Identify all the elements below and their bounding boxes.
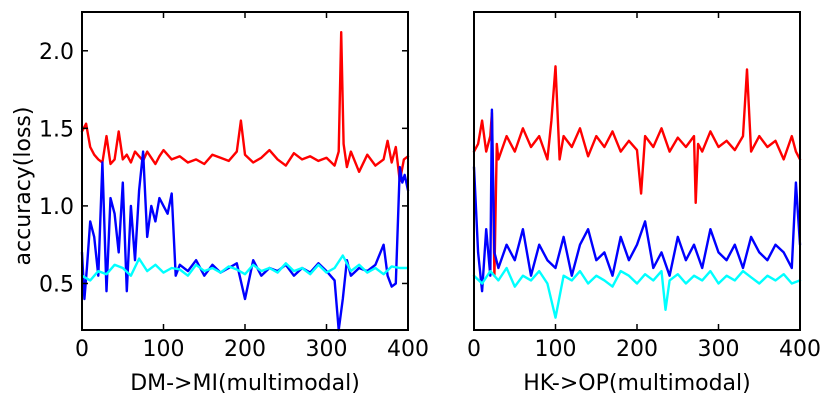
y-tick-label: 0.5 xyxy=(39,272,74,297)
chart-left: 0 100 200 300 400 0.5 1.0 1.5 2.0 DM->MI(multimo… xyxy=(39,11,429,396)
x-tick-label: 300 xyxy=(698,337,740,362)
series-group xyxy=(80,31,410,332)
x-tick-label: 200 xyxy=(224,337,266,362)
x-tick-label: 200 xyxy=(616,337,658,362)
chart-right: 0 100 200 300 400 HK->OP(multimodal) xyxy=(467,11,821,396)
tick-group: 0 100 200 300 400 xyxy=(467,12,821,362)
x-axis-label: HK->OP(multimodal) xyxy=(523,371,750,396)
x-tick-label: 100 xyxy=(535,337,577,362)
tick-group: 0 100 200 300 400 0.5 1.0 1.5 2.0 xyxy=(39,12,429,362)
series-line-red xyxy=(80,31,410,183)
series-line-red xyxy=(472,65,802,277)
y-tick-label: 1.5 xyxy=(39,117,74,142)
x-tick-label: 100 xyxy=(143,337,185,362)
y-axis-label: accuracy(loss) xyxy=(11,107,36,266)
x-tick-label: 0 xyxy=(75,337,89,362)
series-line-blue xyxy=(80,150,410,332)
series-line-cyan xyxy=(472,266,802,319)
x-tick-label: 300 xyxy=(306,337,348,362)
series-line-blue xyxy=(472,108,802,293)
series-line-cyan xyxy=(80,254,410,282)
x-tick-label: 400 xyxy=(779,337,821,362)
x-axis-label: DM->MI(multimodal) xyxy=(130,371,360,396)
y-tick-label: 2.0 xyxy=(39,40,74,65)
y-tick-label: 1.0 xyxy=(39,195,74,220)
series-group xyxy=(472,65,802,319)
x-tick-label: 400 xyxy=(387,337,429,362)
x-tick-label: 0 xyxy=(467,337,481,362)
